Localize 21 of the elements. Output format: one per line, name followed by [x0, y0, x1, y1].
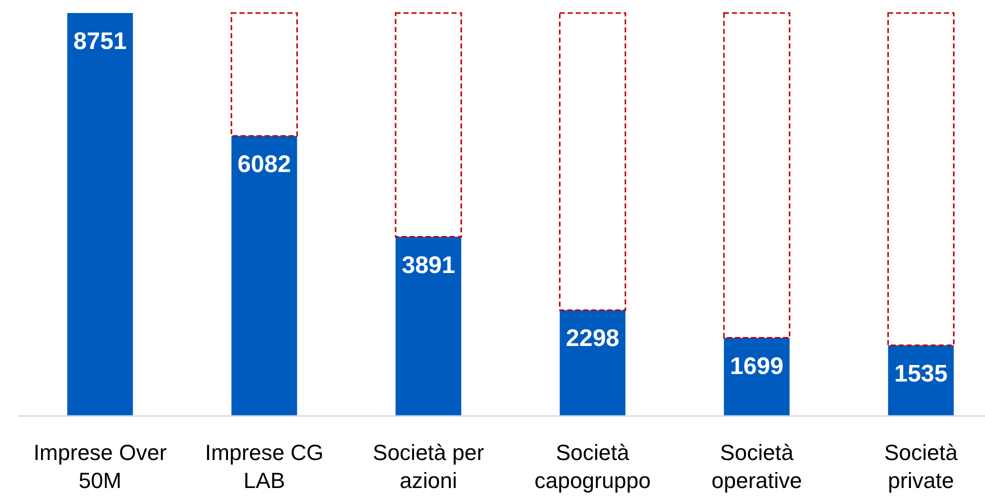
- x-tick-label: Imprese Over 50M: [33, 440, 167, 493]
- data-label: 1699: [730, 352, 784, 380]
- bar: [230, 12, 298, 137]
- bar: [887, 12, 954, 346]
- x-tick-label: Imprese CG LAB: [204, 440, 324, 493]
- bar: [560, 310, 626, 416]
- data-label: 8751: [73, 28, 127, 55]
- data-label: 2298: [566, 325, 620, 352]
- bar: [396, 236, 462, 416]
- data-label: 6082: [238, 150, 291, 178]
- bar: [559, 12, 626, 311]
- bar: [394, 12, 462, 238]
- x-tick-label: Società operative: [711, 440, 802, 493]
- bar: [67, 13, 133, 416]
- x-tick-label: Società capogruppo: [534, 440, 651, 493]
- x-tick-label: Società per azioni: [372, 440, 484, 493]
- data-label: 1535: [894, 360, 948, 388]
- bar: [231, 136, 298, 416]
- bar: [723, 12, 790, 339]
- data-label: 3891: [402, 252, 456, 279]
- x-tick-label: Società private: [884, 440, 958, 493]
